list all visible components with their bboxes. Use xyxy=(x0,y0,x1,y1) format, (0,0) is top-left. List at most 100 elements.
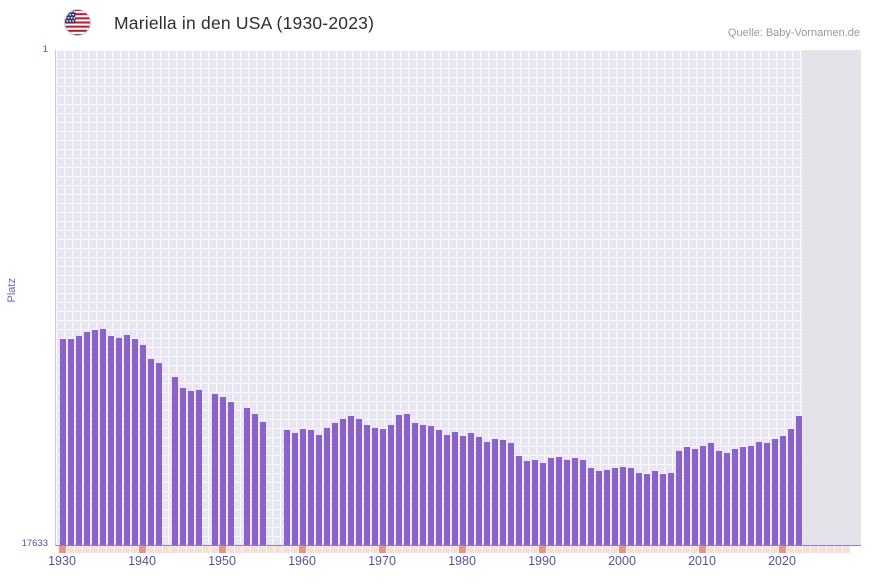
bar-1991[interactable] xyxy=(547,458,555,545)
bar-1973[interactable] xyxy=(403,413,411,545)
bar-1938[interactable] xyxy=(123,334,131,545)
bar-1933[interactable] xyxy=(83,332,91,545)
bar-1984[interactable] xyxy=(491,438,499,545)
bar-1980[interactable] xyxy=(459,436,467,545)
bar-1966[interactable] xyxy=(347,416,355,545)
bar-2002[interactable] xyxy=(635,472,643,545)
bar-1976[interactable] xyxy=(427,426,435,545)
x-tick-minor xyxy=(386,546,394,553)
bar-1949[interactable] xyxy=(211,393,219,545)
x-tick-minor xyxy=(322,546,330,553)
bar-2004[interactable] xyxy=(651,471,659,545)
bar-1930[interactable] xyxy=(59,339,67,545)
x-tick-minor xyxy=(682,546,690,553)
bar-1967[interactable] xyxy=(355,419,363,545)
bar-1954[interactable] xyxy=(251,413,259,545)
bar-2014[interactable] xyxy=(731,448,739,545)
bar-1995[interactable] xyxy=(579,459,587,545)
bar-1968[interactable] xyxy=(363,424,371,545)
bar-1935[interactable] xyxy=(99,329,107,545)
bar-1979[interactable] xyxy=(451,431,459,545)
bar-1992[interactable] xyxy=(555,457,563,545)
bar-1953[interactable] xyxy=(243,407,251,545)
bar-1993[interactable] xyxy=(563,459,571,545)
bar-1964[interactable] xyxy=(331,423,339,545)
bar-1971[interactable] xyxy=(387,424,395,545)
bar-1994[interactable] xyxy=(571,458,579,545)
bar-2006[interactable] xyxy=(667,472,675,545)
bar-1969[interactable] xyxy=(371,427,379,545)
bar-1942[interactable] xyxy=(155,363,163,545)
bar-1975[interactable] xyxy=(419,424,427,545)
bar-1955[interactable] xyxy=(259,422,267,545)
x-tick-minor xyxy=(442,546,450,553)
bar-1970[interactable] xyxy=(379,429,387,545)
bar-1941[interactable] xyxy=(147,358,155,545)
bar-1978[interactable] xyxy=(443,434,451,545)
x-tick-minor xyxy=(514,546,522,553)
bar-1962[interactable] xyxy=(315,434,323,545)
bar-1960[interactable] xyxy=(299,429,307,545)
bar-1951[interactable] xyxy=(227,402,235,545)
bar-1961[interactable] xyxy=(307,430,315,545)
bar-1982[interactable] xyxy=(475,437,483,545)
bar-2011[interactable] xyxy=(707,443,715,545)
bar-1977[interactable] xyxy=(435,430,443,545)
bar-1950[interactable] xyxy=(219,396,227,545)
bar-2012[interactable] xyxy=(715,451,723,545)
bar-1981[interactable] xyxy=(467,433,475,545)
bar-1990[interactable] xyxy=(539,462,547,545)
bar-2008[interactable] xyxy=(683,447,691,545)
bar-1997[interactable] xyxy=(595,471,603,545)
bar-1945[interactable] xyxy=(179,388,187,545)
bar-1937[interactable] xyxy=(115,337,123,545)
bar-2009[interactable] xyxy=(691,448,699,545)
bar-1963[interactable] xyxy=(323,427,331,545)
bar-2017[interactable] xyxy=(755,441,763,545)
bar-1986[interactable] xyxy=(507,443,515,545)
bar-1939[interactable] xyxy=(131,338,139,545)
x-tick-minor xyxy=(786,546,794,553)
x-tick-minor xyxy=(74,546,82,553)
bar-2003[interactable] xyxy=(643,473,651,545)
bar-1936[interactable] xyxy=(107,336,115,545)
bar-1940[interactable] xyxy=(139,344,147,545)
x-tick-minor xyxy=(402,546,410,553)
bar-2010[interactable] xyxy=(699,445,707,545)
bar-1947[interactable] xyxy=(195,389,203,545)
bar-2018[interactable] xyxy=(763,443,771,545)
bar-2019[interactable] xyxy=(771,438,779,545)
bar-1932[interactable] xyxy=(75,335,83,545)
bar-2001[interactable] xyxy=(627,468,635,545)
bar-1987[interactable] xyxy=(515,455,523,545)
bar-1931[interactable] xyxy=(67,338,75,545)
bar-1958[interactable] xyxy=(283,430,291,545)
bar-1998[interactable] xyxy=(603,469,611,545)
x-tick-minor xyxy=(658,546,666,553)
bar-1959[interactable] xyxy=(291,433,299,545)
bar-1985[interactable] xyxy=(499,440,507,545)
bar-1999[interactable] xyxy=(611,468,619,545)
bar-1983[interactable] xyxy=(483,441,491,545)
bar-1946[interactable] xyxy=(187,391,195,545)
bar-2020[interactable] xyxy=(779,436,787,545)
bar-1996[interactable] xyxy=(587,468,595,545)
bar-2005[interactable] xyxy=(659,473,667,545)
bar-2007[interactable] xyxy=(675,451,683,545)
bar-2000[interactable] xyxy=(619,466,627,545)
y-tick-label-top: 1 xyxy=(42,44,48,55)
bar-2015[interactable] xyxy=(739,447,747,545)
bar-1934[interactable] xyxy=(91,330,99,545)
x-tick-minor xyxy=(826,546,834,553)
x-tick-minor xyxy=(306,546,314,553)
bar-1974[interactable] xyxy=(411,423,419,545)
bar-1965[interactable] xyxy=(339,419,347,545)
bar-2016[interactable] xyxy=(747,445,755,545)
bar-1989[interactable] xyxy=(531,459,539,545)
bar-2013[interactable] xyxy=(723,452,731,545)
bar-2022[interactable] xyxy=(795,416,803,545)
bar-1972[interactable] xyxy=(395,414,403,545)
bar-1944[interactable] xyxy=(171,377,179,545)
bar-1988[interactable] xyxy=(523,461,531,545)
bar-2021[interactable] xyxy=(787,429,795,545)
